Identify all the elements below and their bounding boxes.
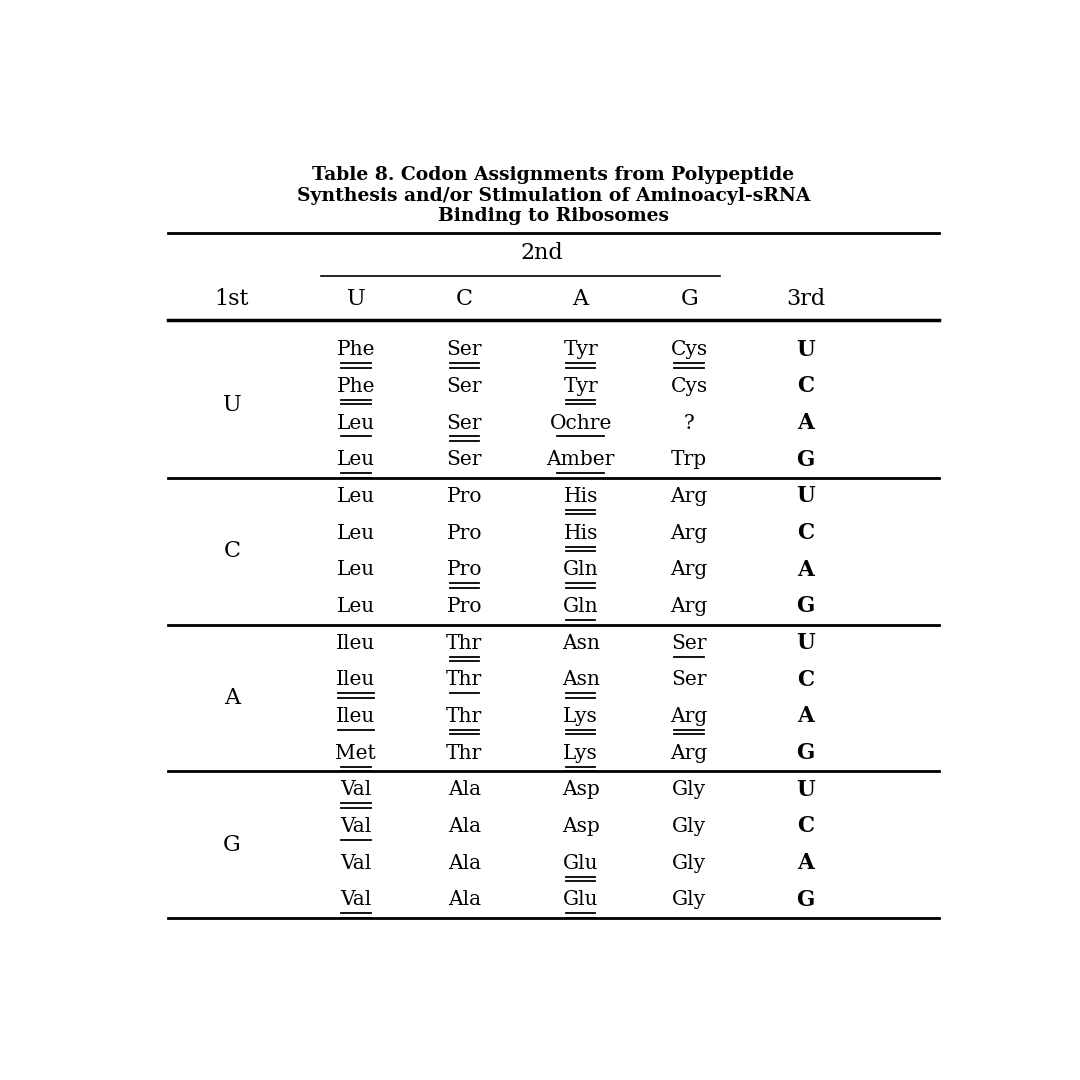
Text: U: U — [796, 779, 814, 800]
Text: U: U — [222, 394, 241, 416]
Text: Met: Met — [336, 743, 376, 762]
Text: Ileu: Ileu — [336, 671, 376, 689]
Text: Amber: Amber — [546, 450, 615, 469]
Text: 2nd: 2nd — [521, 242, 564, 264]
Text: Ala: Ala — [448, 853, 481, 873]
Text: Val: Val — [340, 853, 372, 873]
Text: Val: Val — [340, 816, 372, 836]
Text: Ala: Ala — [448, 780, 481, 799]
Text: Pro: Pro — [447, 597, 482, 616]
Text: 3rd: 3rd — [786, 288, 825, 310]
Text: Leu: Leu — [337, 450, 375, 469]
Text: Ser: Ser — [447, 377, 482, 396]
Text: Arg: Arg — [671, 597, 707, 616]
Text: Ochre: Ochre — [550, 414, 611, 432]
Text: Leu: Leu — [337, 597, 375, 616]
Text: Val: Val — [340, 890, 372, 909]
Text: Gln: Gln — [563, 597, 598, 616]
Text: C: C — [797, 815, 814, 837]
Text: Phe: Phe — [337, 340, 375, 360]
Text: U: U — [796, 339, 814, 361]
Text: Cys: Cys — [671, 340, 707, 360]
Text: A: A — [797, 705, 813, 728]
Text: A: A — [797, 558, 813, 581]
Text: C: C — [797, 669, 814, 691]
Text: Val: Val — [340, 780, 372, 799]
Text: C: C — [224, 540, 241, 563]
Text: C: C — [797, 376, 814, 397]
Text: G: G — [796, 742, 814, 764]
Text: Arg: Arg — [671, 524, 707, 542]
Text: C: C — [456, 288, 473, 310]
Text: Ileu: Ileu — [336, 707, 376, 726]
Text: Pro: Pro — [447, 487, 482, 505]
Text: 1st: 1st — [215, 288, 249, 310]
Text: Glu: Glu — [563, 890, 598, 909]
Text: Cys: Cys — [671, 377, 707, 396]
Text: A: A — [572, 288, 589, 310]
Text: U: U — [796, 485, 814, 508]
Text: Pro: Pro — [447, 561, 482, 579]
Text: Thr: Thr — [446, 671, 483, 689]
Text: Pro: Pro — [447, 524, 482, 542]
Text: Ileu: Ileu — [336, 634, 376, 652]
Text: G: G — [680, 288, 698, 310]
Text: Tyr: Tyr — [564, 340, 598, 360]
Text: Ser: Ser — [447, 414, 482, 432]
Text: Arg: Arg — [671, 707, 707, 726]
Text: Leu: Leu — [337, 561, 375, 579]
Text: Gln: Gln — [563, 561, 598, 579]
Text: Glu: Glu — [563, 853, 598, 873]
Text: Arg: Arg — [671, 561, 707, 579]
Text: Phe: Phe — [337, 377, 375, 396]
Text: Ala: Ala — [448, 816, 481, 836]
Text: Lys: Lys — [564, 743, 598, 762]
Text: U: U — [347, 288, 365, 310]
Text: Asn: Asn — [562, 634, 599, 652]
Text: Thr: Thr — [446, 707, 483, 726]
Text: Asp: Asp — [562, 816, 599, 836]
Text: Arg: Arg — [671, 487, 707, 505]
Text: G: G — [796, 889, 814, 910]
Text: His: His — [564, 487, 598, 505]
Text: Gly: Gly — [672, 816, 706, 836]
Text: Asp: Asp — [562, 780, 599, 799]
Text: Tyr: Tyr — [564, 377, 598, 396]
Text: G: G — [222, 834, 241, 855]
Text: Thr: Thr — [446, 634, 483, 652]
Text: G: G — [796, 448, 814, 471]
Text: A: A — [224, 687, 240, 710]
Text: A: A — [797, 852, 813, 874]
Text: U: U — [796, 632, 814, 654]
Text: Table 8. Codon Assignments from Polypeptide: Table 8. Codon Assignments from Polypept… — [312, 166, 795, 184]
Text: Arg: Arg — [671, 743, 707, 762]
Text: Ser: Ser — [447, 450, 482, 469]
Text: ?: ? — [684, 414, 694, 432]
Text: Asn: Asn — [562, 671, 599, 689]
Text: Leu: Leu — [337, 524, 375, 542]
Text: Binding to Ribosomes: Binding to Ribosomes — [438, 207, 669, 226]
Text: Trp: Trp — [671, 450, 707, 469]
Text: Ser: Ser — [672, 671, 707, 689]
Text: Lys: Lys — [564, 707, 598, 726]
Text: Gly: Gly — [672, 853, 706, 873]
Text: Gly: Gly — [672, 780, 706, 799]
Text: His: His — [564, 524, 598, 542]
Text: Ala: Ala — [448, 890, 481, 909]
Text: Leu: Leu — [337, 487, 375, 505]
Text: Gly: Gly — [672, 890, 706, 909]
Text: Leu: Leu — [337, 414, 375, 432]
Text: Synthesis and/or Stimulation of Aminoacyl-sRNA: Synthesis and/or Stimulation of Aminoacy… — [297, 187, 810, 204]
Text: Thr: Thr — [446, 743, 483, 762]
Text: Ser: Ser — [447, 340, 482, 360]
Text: G: G — [796, 595, 814, 618]
Text: A: A — [797, 411, 813, 434]
Text: Ser: Ser — [672, 634, 707, 652]
Text: C: C — [797, 522, 814, 544]
